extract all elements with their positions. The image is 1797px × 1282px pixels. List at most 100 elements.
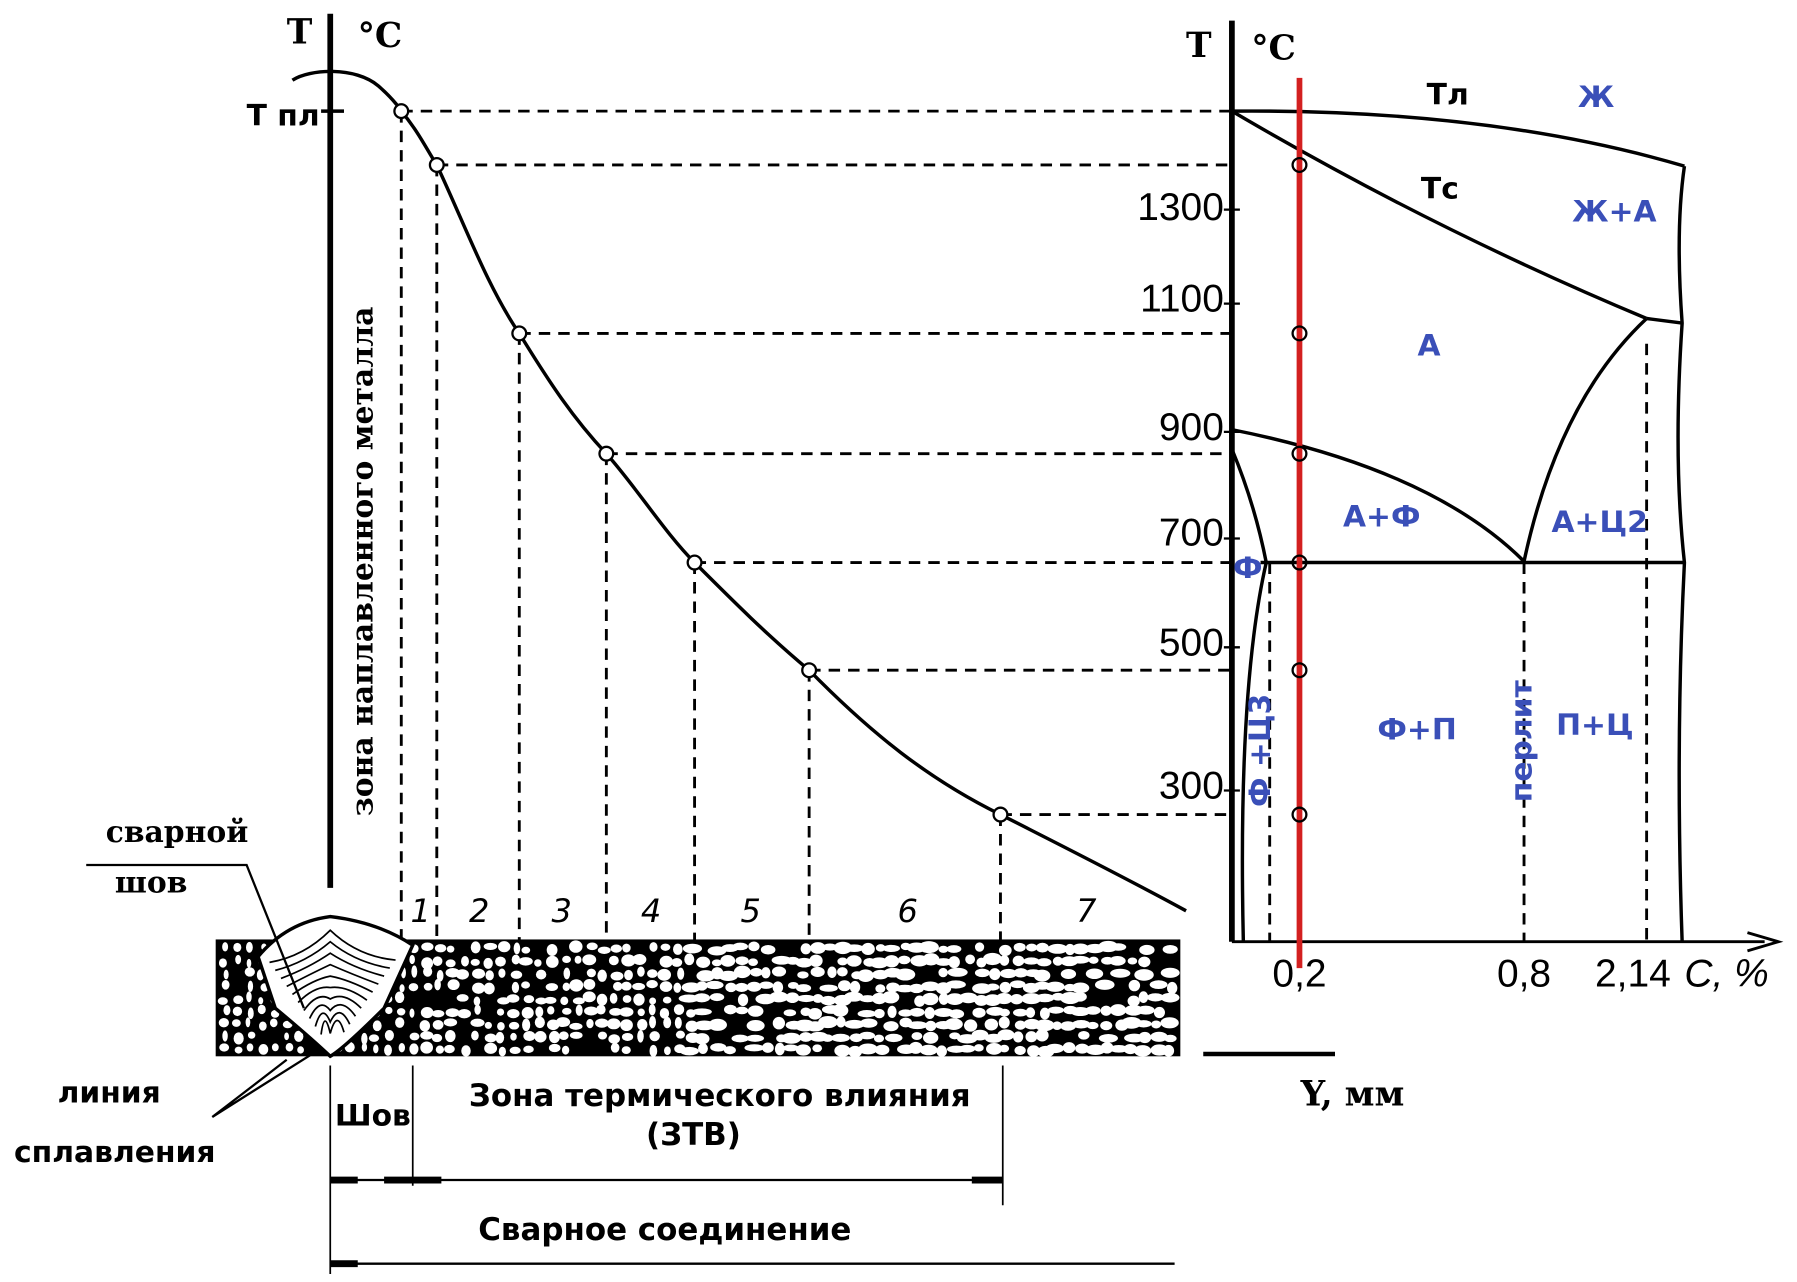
grain xyxy=(621,1046,631,1054)
grain xyxy=(746,1034,765,1042)
grain xyxy=(861,942,875,956)
grain xyxy=(496,1008,505,1016)
grain xyxy=(1134,969,1154,981)
shapes xyxy=(86,13,1784,1274)
grain xyxy=(258,1044,269,1055)
grain xyxy=(874,1044,890,1055)
grain xyxy=(718,970,738,982)
grain xyxy=(470,958,480,966)
grain xyxy=(810,966,825,978)
grain xyxy=(586,1018,594,1029)
grain xyxy=(244,967,255,977)
grain xyxy=(1135,1020,1152,1028)
grain xyxy=(1138,1031,1152,1044)
phase-axis-unit: °C xyxy=(1251,28,1296,68)
grain xyxy=(1094,979,1115,990)
grain xyxy=(924,1006,935,1020)
grain xyxy=(1026,943,1038,952)
grain xyxy=(911,1032,923,1041)
grain xyxy=(1052,1021,1062,1031)
weld-line xyxy=(303,995,362,1011)
grain xyxy=(1127,957,1138,965)
grain xyxy=(620,1019,633,1032)
grain xyxy=(1128,979,1141,992)
grain xyxy=(860,1018,878,1028)
grain xyxy=(781,1032,802,1044)
grain xyxy=(649,997,657,1005)
grain xyxy=(233,942,242,952)
grain xyxy=(1164,1034,1177,1043)
grain xyxy=(782,1044,799,1052)
grain xyxy=(621,954,636,967)
phase-point xyxy=(1291,806,1308,823)
grain xyxy=(1100,1005,1112,1016)
grain xyxy=(746,981,762,992)
zone: 5 xyxy=(741,892,761,930)
grain xyxy=(982,952,1002,966)
grain xyxy=(445,959,456,968)
grain xyxy=(622,995,632,1003)
grain xyxy=(1013,1008,1028,1017)
grain xyxy=(909,1007,925,1017)
grain xyxy=(973,1044,984,1052)
grain xyxy=(409,1008,415,1018)
grain xyxy=(662,996,672,1004)
grain xyxy=(484,1021,492,1029)
grain xyxy=(971,1029,989,1041)
grain xyxy=(247,1031,256,1039)
grain xyxy=(217,997,228,1005)
grain xyxy=(498,1046,507,1057)
carbon-tick-label: 2,14 xyxy=(1595,952,1671,995)
grain xyxy=(444,1044,455,1054)
grain xyxy=(999,968,1018,979)
grain xyxy=(746,1019,765,1032)
grain xyxy=(1021,993,1042,1005)
grain xyxy=(908,1041,923,1054)
grain xyxy=(523,995,535,1004)
curve-point xyxy=(511,325,528,342)
grain xyxy=(837,980,852,992)
grain xyxy=(985,1042,1003,1055)
grain xyxy=(974,968,990,978)
grain xyxy=(523,1045,534,1053)
grain xyxy=(677,967,685,980)
grain xyxy=(1039,1007,1050,1020)
grain xyxy=(1047,1006,1064,1014)
grain xyxy=(1138,956,1151,968)
grain xyxy=(1160,1017,1179,1029)
grain xyxy=(679,1046,699,1056)
grain xyxy=(832,1004,849,1017)
grain xyxy=(875,984,886,993)
grain xyxy=(245,1017,251,1028)
grain xyxy=(698,1043,708,1055)
grain xyxy=(431,1009,445,1018)
grain xyxy=(749,967,763,977)
grain xyxy=(495,1031,505,1044)
grain xyxy=(938,992,949,1005)
grain xyxy=(498,941,511,953)
grain xyxy=(843,991,864,1002)
grain xyxy=(368,1034,380,1042)
haz-label: (ЗТВ) xyxy=(646,1117,741,1153)
haz-label: Зона термического влияния xyxy=(469,1078,971,1114)
temp-tick-label: 1100 xyxy=(1140,278,1224,321)
grain xyxy=(1023,957,1040,965)
grain xyxy=(421,942,434,951)
grain xyxy=(882,944,901,953)
grain xyxy=(446,945,455,953)
grain xyxy=(569,1022,583,1030)
grain xyxy=(646,980,658,989)
grain xyxy=(919,1044,938,1056)
grain xyxy=(999,955,1010,966)
axis-t: T xyxy=(287,12,313,52)
grain xyxy=(1134,1045,1152,1057)
seam-label: Шов xyxy=(335,1099,411,1134)
grain xyxy=(637,1018,648,1031)
grain xyxy=(822,943,838,951)
grain xyxy=(1151,1020,1162,1029)
grain xyxy=(583,978,596,990)
grain xyxy=(772,1016,786,1030)
grain xyxy=(933,1008,954,1017)
region: Ф+П xyxy=(1377,712,1456,747)
